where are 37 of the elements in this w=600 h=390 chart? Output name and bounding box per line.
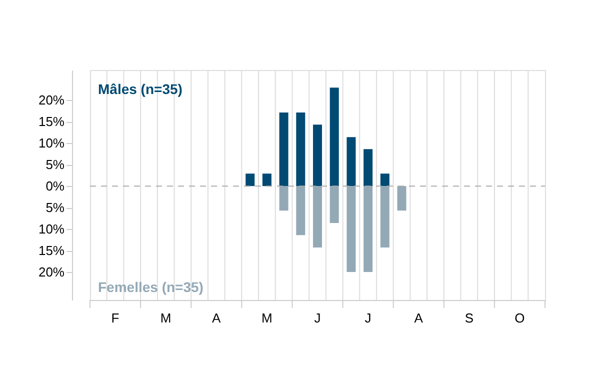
bar (279, 186, 288, 211)
bar (313, 186, 322, 248)
bar (262, 174, 272, 186)
x-tick-label: A (414, 310, 424, 326)
bar (397, 186, 406, 211)
y-tick-label: 5% (46, 200, 65, 216)
bar (246, 174, 255, 186)
y-tick-label: 15% (38, 243, 65, 258)
x-tick-label: S (464, 310, 474, 326)
y-tick-label: 5% (46, 157, 65, 172)
x-tick-label: F (111, 310, 120, 326)
bar (313, 124, 322, 186)
bar (296, 186, 306, 236)
bar (364, 149, 373, 186)
y-tick-label: 20% (38, 264, 65, 280)
x-tick-label: O (514, 310, 525, 326)
bar (330, 88, 339, 186)
bar (346, 137, 356, 186)
bar (364, 186, 373, 272)
y-tick-label: 0% (46, 178, 65, 194)
x-tick-label: J (364, 310, 372, 326)
text: Femelles (n=35) (98, 279, 204, 295)
bar (330, 186, 339, 224)
bar (296, 112, 306, 186)
bar (380, 186, 390, 248)
y-tick-label: 20% (38, 92, 65, 108)
bar (380, 174, 390, 186)
x-tick-label: M (262, 310, 272, 326)
x-tick-label: A (212, 310, 222, 326)
y-tick-label: 10% (38, 222, 65, 237)
bar (279, 112, 288, 186)
bar (346, 186, 356, 272)
x-tick-label: M (160, 310, 172, 326)
y-tick-label: 15% (38, 114, 65, 130)
text: Mâles (n=35) (98, 81, 182, 97)
y-tick-label: 10% (38, 136, 65, 151)
x-tick-label: J (314, 310, 321, 326)
